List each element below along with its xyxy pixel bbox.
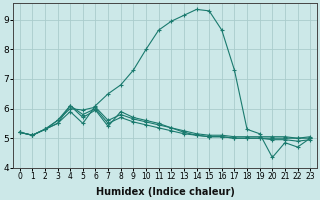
X-axis label: Humidex (Indice chaleur): Humidex (Indice chaleur): [96, 187, 234, 197]
